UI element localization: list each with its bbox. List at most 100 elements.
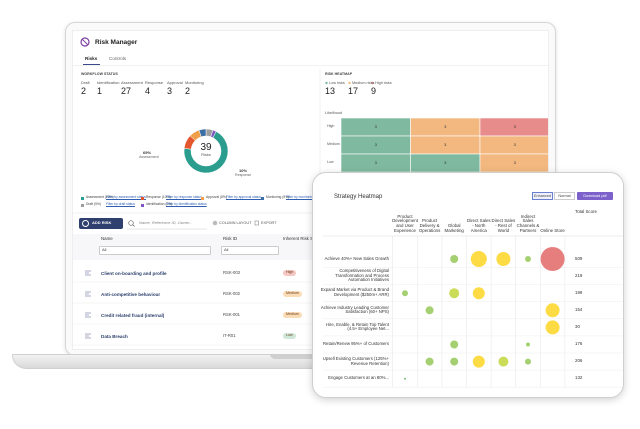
search-input[interactable]: Name, Reference ID, Owner... xyxy=(139,220,193,225)
donut-total-label: Risks xyxy=(201,152,211,157)
legend-link[interactable]: Filter by response status xyxy=(166,195,202,199)
bubble xyxy=(526,342,530,347)
donut-segment xyxy=(198,128,207,138)
callout-name: Response xyxy=(235,173,252,177)
column-header: Direct Sales - North America xyxy=(466,206,491,234)
legend-link[interactable]: Filter by identification status xyxy=(166,202,207,206)
legend-swatch xyxy=(81,203,84,207)
legend-link[interactable]: Filter by monitoring status xyxy=(286,195,324,199)
bubble xyxy=(404,377,406,380)
row-label: Achieve Industry Leading Customer Satisf… xyxy=(319,302,389,318)
mode-button[interactable]: Enhanced xyxy=(532,192,553,200)
row-label: Engage Customers at an 80%... xyxy=(319,371,389,387)
legend-label: Draft (5%) xyxy=(86,202,102,206)
heatmap-cell-value: 3 xyxy=(374,160,377,165)
row-label: Expand Market via Product & Brand Develo… xyxy=(319,285,389,301)
column-header: Name xyxy=(101,236,113,241)
column-header: Indirect Sales Channels & Partners xyxy=(516,206,541,234)
column-filter-value[interactable]: All xyxy=(224,247,229,252)
bubble xyxy=(425,306,434,315)
export-button[interactable]: EXPORT xyxy=(261,221,277,225)
row-icon xyxy=(85,291,91,297)
mode-button[interactable]: Normal xyxy=(554,192,575,200)
tablet-frame: Strategy Heatmap Enhanced Normal Download p… xyxy=(312,172,624,398)
app-title: Risk Manager xyxy=(95,39,138,46)
donut-segment xyxy=(205,128,214,138)
bubble xyxy=(450,255,459,263)
add-button-label[interactable]: ADD RISK xyxy=(92,220,112,225)
risk-name[interactable]: Credit related fraud (internal) xyxy=(101,313,165,318)
bubble xyxy=(450,340,459,349)
column-header-text: Direct Sales - North America xyxy=(466,218,491,234)
score-header: Total Score xyxy=(575,209,597,214)
row-label-text: Achieve Industry Leading Customer Satisf… xyxy=(320,304,389,315)
status-count: 2 xyxy=(185,86,191,96)
bubble xyxy=(525,358,531,365)
tab[interactable]: Risks xyxy=(85,56,98,61)
column-header-text: Product Development and User Experience xyxy=(392,213,418,234)
bubble xyxy=(450,357,459,366)
legend-link[interactable]: Filter by assessment status xyxy=(106,195,146,199)
legend-link[interactable]: Filter by draft status xyxy=(106,202,135,206)
layout-button[interactable]: COLUMN LAYOUT xyxy=(219,221,252,225)
summary-label: High risks xyxy=(375,81,392,85)
status-label: Assessment xyxy=(121,80,143,85)
row-label-text: Expand Market via Product & Brand Develo… xyxy=(320,287,389,298)
column-filter-value[interactable]: All xyxy=(102,247,107,252)
column-header: Global Marketing xyxy=(442,206,467,234)
risk-rating: Medium xyxy=(283,291,302,297)
column-header: Product Development and User Experience xyxy=(392,206,418,234)
app-icon xyxy=(80,37,90,47)
row-icon xyxy=(85,333,91,339)
row-score: 176 xyxy=(575,341,583,346)
legend-swatch xyxy=(141,196,144,200)
download-button[interactable]: Download pdf xyxy=(577,192,613,200)
heatmap-cell-value: 3 xyxy=(374,124,377,129)
heatmap-cell-value: 3 xyxy=(513,124,516,129)
legend-label: Response (10%) xyxy=(146,195,171,199)
summary-count: 13 xyxy=(325,86,336,96)
legend-swatch xyxy=(141,203,144,207)
section-heading: RISK HEATMAP xyxy=(325,72,353,76)
bubble xyxy=(449,288,460,299)
legend-label: Approval (8%) xyxy=(206,195,227,199)
risk-name[interactable]: Data Breach xyxy=(101,334,128,339)
column-filter[interactable] xyxy=(99,246,211,255)
row-score: 509 xyxy=(575,255,583,261)
status-label: Response xyxy=(145,80,164,85)
bubble xyxy=(402,290,408,297)
legend-label: Monitoring (5%) xyxy=(266,195,290,199)
row-label: Hire, Enable, & Retain Top Talent (4.5+ … xyxy=(319,319,389,335)
summary-count: 9 xyxy=(371,86,377,96)
app-icon-slash xyxy=(82,39,88,45)
column-header-text: Product Delivery & Operations xyxy=(418,218,441,234)
add-button[interactable] xyxy=(79,218,123,229)
legend-link[interactable]: Filter by approval status xyxy=(226,195,261,199)
summary-count: 17 xyxy=(348,86,359,96)
summary-dot xyxy=(325,81,328,85)
status-count: 2 xyxy=(81,86,87,96)
bubble xyxy=(525,256,531,262)
heatmap-row-label: Medium xyxy=(327,142,340,146)
column-filter[interactable] xyxy=(221,246,279,255)
legend-swatch xyxy=(201,196,204,200)
callout-percent: 69% xyxy=(143,150,152,155)
row-label: Achieve 40%+ New Sales Growth xyxy=(319,251,389,267)
donut-segment xyxy=(210,129,217,139)
status-label: Monitoring xyxy=(185,80,204,85)
row-score: 219 xyxy=(575,272,583,278)
bubble xyxy=(545,303,560,318)
risk-name[interactable]: Client on-boarding and profile xyxy=(101,271,167,276)
search-icon-handle xyxy=(132,224,135,227)
risk-rating: Low xyxy=(283,333,296,339)
tab[interactable]: Controls xyxy=(109,56,127,61)
column-header: Risk ID xyxy=(223,236,238,241)
risk-name[interactable]: Anti-competitive behaviour xyxy=(101,292,161,297)
bubble xyxy=(472,355,485,368)
row-icon xyxy=(85,312,91,318)
row-label-text: Achieve 40%+ New Sales Growth xyxy=(324,255,389,261)
section-heading: WORKFLOW STATUS xyxy=(81,72,118,76)
row-label-text: Hire, Enable, & Retain Top Talent (4.5+ … xyxy=(325,321,389,332)
search-icon xyxy=(128,220,134,226)
